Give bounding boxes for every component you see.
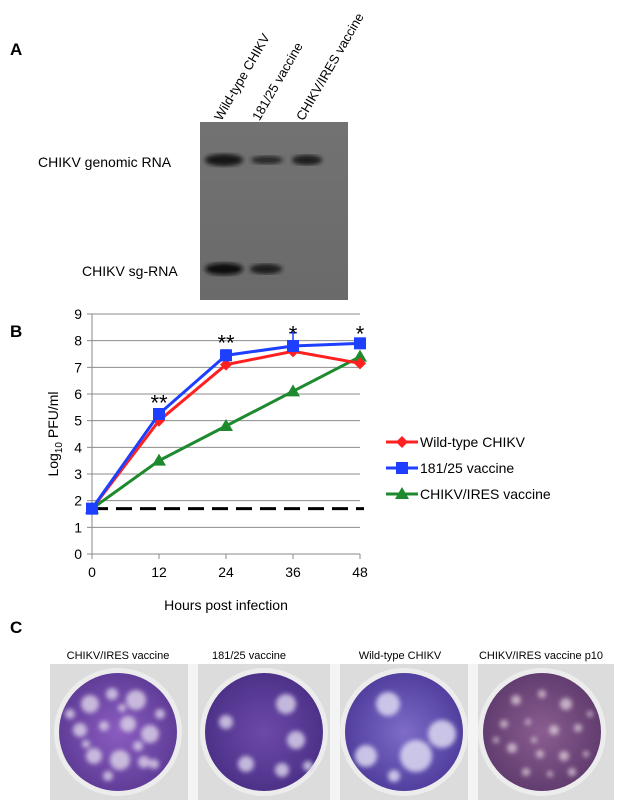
series-1: [86, 337, 366, 515]
band-label-genomic: CHIKV genomic RNA: [38, 154, 172, 170]
well-4: [478, 668, 606, 796]
legend-label: Wild-type CHIKV: [420, 434, 526, 450]
data-point: [153, 408, 165, 420]
data-point: [354, 337, 366, 350]
band-181-sg: [250, 264, 282, 274]
data-point: [353, 349, 367, 362]
data-point: [153, 414, 165, 427]
legend-entry-1: 181/25 vaccine: [386, 460, 514, 476]
gel-image: [200, 122, 348, 300]
legend-label: 181/25 vaccine: [420, 460, 514, 476]
data-point: [219, 419, 233, 431]
y-tick-label: 8: [74, 333, 82, 349]
significance-label: *: [356, 321, 365, 346]
y-tick-label: 1: [74, 519, 82, 535]
band-wt-genomic: [205, 154, 243, 166]
x-tick-label: 12: [151, 564, 167, 580]
legend-marker: [396, 436, 408, 448]
well-2: [200, 668, 328, 796]
plaque-label-4: CHIKV/IRES vaccine p10: [478, 650, 604, 662]
data-point: [286, 384, 300, 397]
significance-label: **: [217, 331, 235, 356]
band-wt-sg: [205, 263, 243, 275]
data-point: [220, 358, 232, 371]
significance-label: **: [150, 391, 168, 416]
plaque-wells-image: [50, 664, 614, 800]
y-axis-label: Log10 PFU/ml: [45, 391, 65, 476]
x-tick-label: 24: [218, 564, 234, 580]
y-tick-label: 5: [74, 413, 82, 429]
legend-entry-2: CHIKV/IRES vaccine: [386, 486, 551, 502]
panel-c-letter: C: [10, 618, 23, 637]
band-ires-genomic: [292, 155, 322, 165]
lane-label-ires: CHIKV/IRES vaccine: [293, 10, 367, 123]
significance-annotations: **** * *: [150, 321, 364, 415]
series-line-2: [91, 355, 361, 510]
data-point: [354, 357, 366, 370]
x-tick-label: 48: [352, 564, 368, 580]
y-tick-label: 4: [74, 439, 82, 455]
legend-marker: [396, 462, 408, 474]
significance-label: *: [289, 321, 298, 346]
plaque-label-1: CHIKV/IRES vaccine: [66, 650, 170, 662]
band-label-sg: CHIKV sg-RNA: [82, 263, 178, 279]
chart-series: [85, 331, 367, 515]
y-tick-label: 0: [74, 546, 82, 562]
y-tick-label: 7: [74, 359, 82, 375]
legend-marker: [395, 487, 409, 499]
panel-a: A Wild-type CHIKV 181/25 vaccine CHIKV/I…: [0, 0, 619, 300]
x-axis-label: Hours post infection: [164, 597, 288, 613]
y-tick-label: 9: [74, 306, 82, 322]
well-1: [54, 668, 182, 796]
data-point: [86, 502, 98, 515]
legend-entry-0: Wild-type CHIKV: [386, 434, 526, 450]
band-181-genomic: [251, 156, 283, 164]
series-2: [85, 349, 367, 514]
y-tick-label: 3: [74, 466, 82, 482]
y-tick-label: 6: [74, 386, 82, 402]
panel-a-letter: A: [10, 40, 23, 59]
plaque-label-2: 181/25 vaccine: [212, 650, 286, 662]
chart-legend: Wild-type CHIKV 181/25 vaccine CHIKV/IRES …: [386, 434, 551, 502]
legend-label: CHIKV/IRES vaccine: [420, 486, 551, 502]
x-tick-label: 36: [285, 564, 301, 580]
plaque-label-3: Wild-type CHIKV: [358, 650, 442, 662]
panel-b-letter: B: [10, 322, 23, 341]
well-3: [340, 668, 468, 796]
y-tick-label: 2: [74, 493, 82, 509]
error-bars: [222, 331, 364, 356]
plaque-assay-panel: CHIKV/IRES vaccine 181/25 vaccine Wild-t…: [0, 640, 619, 800]
data-point: [152, 453, 166, 466]
data-point: [220, 349, 232, 362]
x-tick-label: 0: [88, 564, 96, 580]
